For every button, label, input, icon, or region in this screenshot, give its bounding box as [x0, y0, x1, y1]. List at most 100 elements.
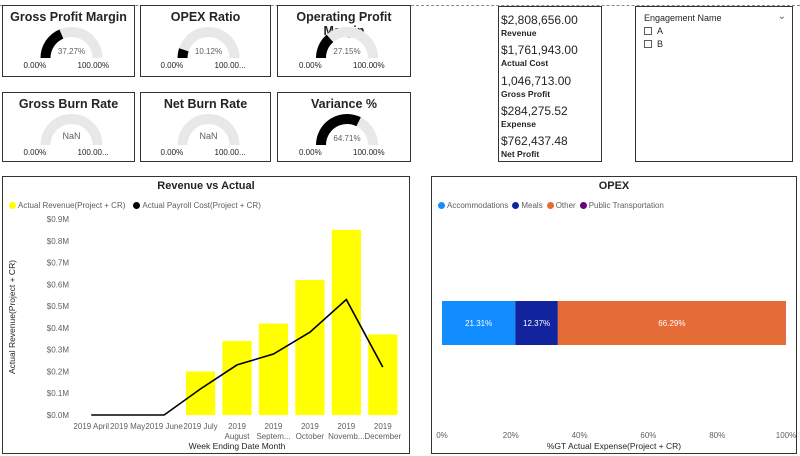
gauge-min: 0.00% [23, 61, 47, 70]
y-tick-label: $0.1M [47, 389, 70, 398]
legend-item-revenue[interactable]: Actual Revenue(Project + CR) [9, 201, 125, 210]
gauge-max: 100.00... [214, 61, 246, 70]
legend-dot [512, 202, 520, 209]
gauge-fill [177, 48, 189, 59]
legend-item-other[interactable]: Other [546, 201, 576, 210]
y-tick-label: $0.2M [47, 367, 70, 376]
slicer-item-a[interactable]: A [644, 26, 663, 36]
x-tick-label: Novemb... [328, 432, 364, 441]
gauge-max: 100.00... [214, 148, 246, 157]
gauge-fill [316, 34, 334, 59]
x-tick-label: 80% [709, 431, 725, 440]
x-axis-title: Week Ending Date Month [189, 441, 286, 451]
opex-segment [515, 301, 558, 345]
gauge-title: OPEX Ratio [170, 10, 241, 24]
revenue-bar [331, 229, 361, 415]
x-tick-label: 2019 [265, 422, 283, 431]
gauge-card-net-burn-rate[interactable]: Net Burn Rate NaN 0.00% 100.00... [140, 92, 271, 162]
revenue-bar [222, 340, 252, 415]
gauge-card-gross-burn-rate[interactable]: Gross Burn Rate NaN 0.00% 100.00... [2, 92, 135, 162]
legend-dot [438, 202, 445, 209]
revenue-vs-actual-chart[interactable]: Revenue vs Actual Actual Revenue(Project… [2, 176, 410, 454]
expense-value: $284,275.52 [501, 104, 568, 118]
legend-label: Actual Revenue(Project + CR) [18, 201, 126, 210]
legend-item-payroll[interactable]: Actual Payroll Cost(Project + CR) [133, 201, 261, 210]
opex-chart[interactable]: OPEX Accommodations Meals Other Public T… [431, 176, 797, 454]
gauge-arc [316, 114, 378, 146]
gauge-fill [316, 114, 361, 146]
gross-profit-label: Gross Profit [501, 89, 551, 99]
slicer-title: Engagement Name [644, 13, 722, 23]
x-tick-label: 2019 June [145, 422, 183, 431]
gauge-arc [177, 114, 240, 146]
revenue-bar [295, 279, 325, 415]
x-tick-label: 40% [572, 431, 588, 440]
payroll-cost-line [91, 298, 384, 416]
y-tick-label: $0.6M [47, 280, 70, 289]
gauge-card-variance-percent[interactable]: Variance % 64.71% 0.00% 100.00% [277, 92, 411, 162]
legend-item-meals[interactable]: Meals [512, 201, 543, 210]
legend-dot [546, 202, 554, 209]
x-tick-label: Septem... [256, 432, 290, 441]
engagement-name-slicer[interactable]: Engagement Name ⌄ A B [635, 6, 793, 162]
x-tick-label: December [364, 432, 401, 441]
x-axis-title: %GT Actual Expense(Project + CR) [547, 441, 681, 451]
y-tick-label: $0.8M [47, 237, 70, 246]
gauge-card-gross-profit-margin[interactable]: Gross Profit Margin 37.27% 0.00% 100.00% [2, 5, 135, 77]
x-tick-label: 100% [776, 431, 796, 440]
gauge-value: NaN [62, 131, 81, 141]
x-tick-label: 2019 May [110, 422, 145, 431]
checkbox[interactable] [644, 40, 652, 48]
x-tick-label: 2019 [228, 422, 246, 431]
legend-item-public-transportation[interactable]: Public Transportation [579, 201, 664, 210]
gauge-title: Gross Profit Margin [10, 10, 127, 24]
x-tick-label: 0% [436, 431, 448, 440]
gauge-min: 0.00% [299, 148, 322, 157]
chart-title: Revenue vs Actual [157, 180, 255, 192]
y-tick-label: $0.3M [47, 346, 70, 355]
legend-label: Public Transportation [588, 201, 664, 210]
gauge-min: 0.00% [160, 61, 184, 70]
gauge-value: 64.71% [333, 134, 361, 143]
revenue-chart-plot: $0.0M $0.1M $0.2M $0.3M $0.4M $0.5M $0.6M $0.7M… [7, 215, 402, 451]
x-tick-label: 2019 July [183, 422, 217, 431]
legend-item-accommodations[interactable]: Accommodations [438, 201, 508, 210]
gross-profit-value: 1,046,713.00 [501, 74, 572, 88]
legend-label: Accommodations [447, 201, 509, 210]
gauge-title: Net Burn Rate [163, 97, 248, 111]
kpi-card: $2,808,656.00 Revenue $1,761,943.00 Actu… [498, 6, 602, 162]
opex-segment [557, 301, 786, 345]
chevron-down-icon[interactable]: ⌄ [777, 11, 786, 22]
revenue-label: Revenue [501, 28, 537, 38]
gauge-max: 100.00% [353, 61, 385, 70]
revenue-bar [258, 323, 289, 415]
gauge-min: 0.00% [23, 148, 47, 157]
slicer-item-b[interactable]: B [644, 39, 663, 49]
actual-cost-value: $1,761,943.00 [501, 43, 578, 57]
x-tick-label: 2019 April [73, 422, 109, 431]
gauge-arc [177, 27, 240, 59]
gauge-min: 0.00% [299, 61, 322, 70]
checkbox[interactable] [644, 27, 652, 35]
opex-chart-plot: 21.31% 12.37% 66.29% 0% 20% 40% 60% 80% 100% %GT … [436, 301, 796, 451]
legend-label: Meals [521, 201, 543, 210]
legend-label: Actual Payroll Cost(Project + CR) [142, 201, 261, 210]
chart-legend: Accommodations Meals Other Public Transp… [438, 201, 664, 210]
gauge-value: NaN [199, 131, 218, 141]
y-tick-label: $0.4M [47, 324, 70, 333]
chart-legend: Actual Revenue(Project + CR) Actual Payr… [9, 201, 261, 210]
opex-data-label: 12.37% [523, 319, 550, 328]
legend-dot [579, 202, 587, 209]
x-tick-label: October [296, 432, 325, 441]
revenue-value: $2,808,656.00 [501, 13, 578, 27]
gauge-fill [40, 29, 64, 59]
y-axis-title: Actual Revenue(Project + CR) [7, 260, 17, 374]
gauge-value: 10.12% [194, 47, 223, 56]
x-tick-label: 2019 [301, 422, 319, 431]
x-tick-label: August [225, 432, 251, 441]
gauge-max: 100.00... [77, 148, 109, 157]
slicer-item-label: A [657, 26, 664, 36]
gauge-card-operating-profit-margin[interactable]: Operating Profit Margin 27.15% 0.00% 100.00… [277, 5, 411, 77]
gauge-card-opex-ratio[interactable]: OPEX Ratio 10.12% 0.00% 100.00... [140, 5, 271, 77]
opex-segment [442, 301, 516, 345]
